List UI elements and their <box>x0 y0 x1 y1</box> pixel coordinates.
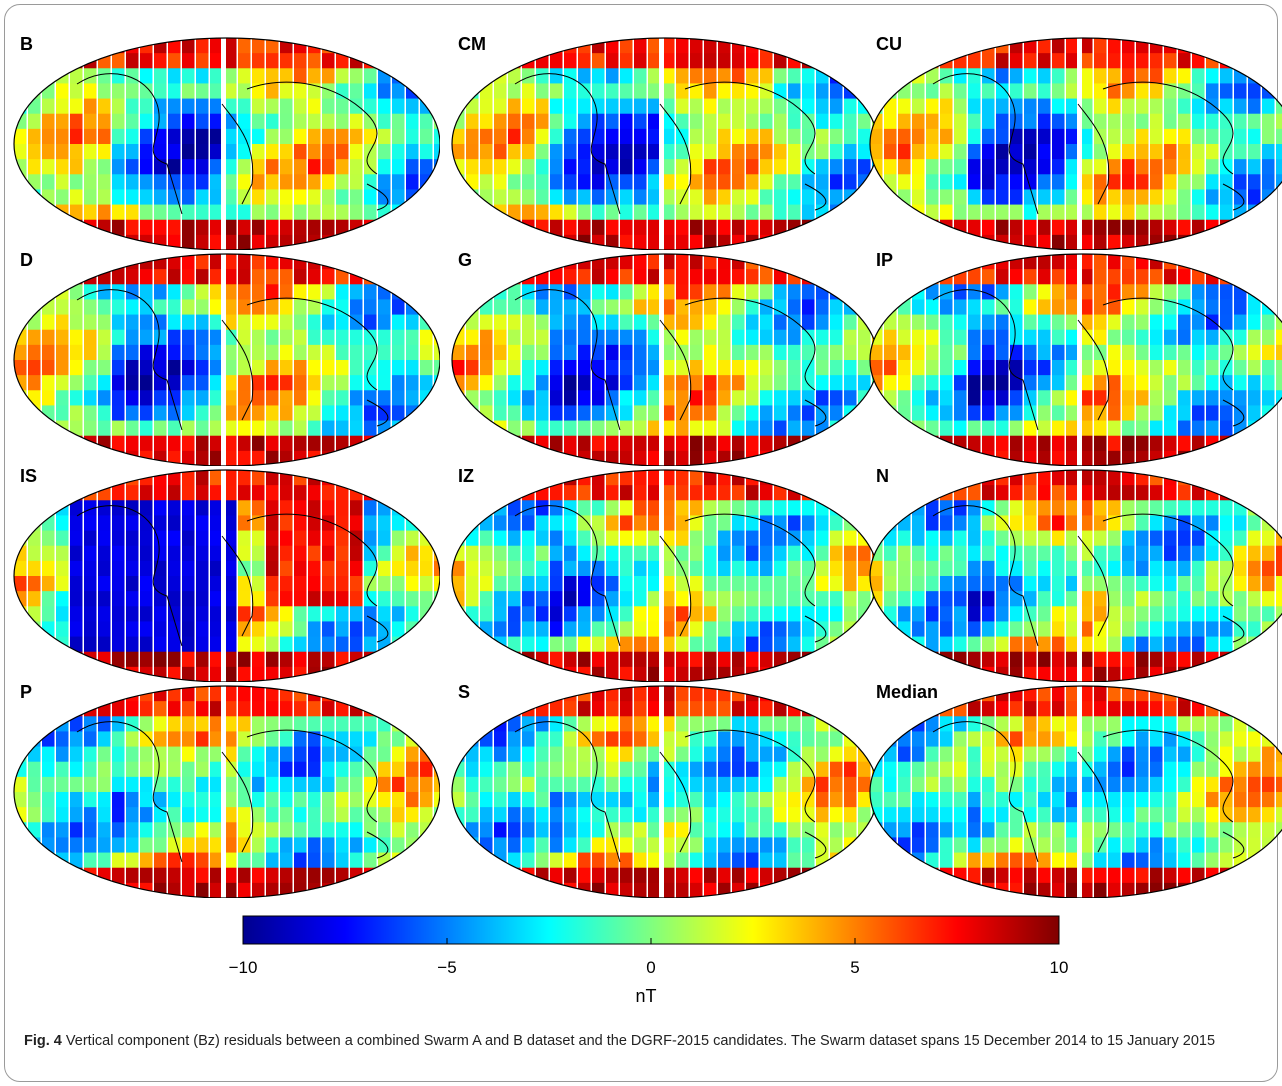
coastline <box>932 505 1245 647</box>
map-panel: G <box>448 250 878 466</box>
residual-field <box>452 470 878 682</box>
coastline <box>514 289 827 431</box>
panel-label: IS <box>20 466 38 486</box>
residual-field <box>452 38 878 250</box>
map-panel: P <box>10 682 440 898</box>
panel-label: S <box>458 682 471 702</box>
map-outline <box>13 469 440 682</box>
colorbar-tick-label: −10 <box>228 958 258 977</box>
map-outline <box>869 253 1282 466</box>
map-outline <box>869 469 1282 682</box>
map-panel: S <box>448 682 878 898</box>
coastline <box>514 721 827 863</box>
colorbar-tick-label: 0 <box>646 958 656 977</box>
map-panel: IZ <box>448 466 878 682</box>
figure-caption-text: Vertical component (Bz) residuals betwee… <box>65 1033 1216 1049</box>
panel-label: Median <box>876 682 939 702</box>
map-outline <box>451 469 878 682</box>
colorbar-tick-label: 5 <box>850 958 860 977</box>
map-outline <box>13 37 440 250</box>
figure-number: Fig. 4 <box>24 1033 62 1049</box>
colorbar-unit: nT <box>635 986 657 1006</box>
coastline <box>76 289 389 431</box>
panel-label: IZ <box>458 466 474 486</box>
residual-field <box>14 470 440 682</box>
coastline <box>76 73 389 215</box>
map-panel: IS <box>10 466 440 682</box>
residual-field <box>14 686 440 898</box>
coastline <box>514 505 827 647</box>
panel-label: CM <box>458 34 486 54</box>
panel-label: B <box>20 34 33 54</box>
panel-label: N <box>876 466 889 486</box>
map-outline <box>451 685 878 898</box>
panel-label: CU <box>876 34 902 54</box>
residual-field <box>452 254 878 466</box>
map-outline <box>13 253 440 466</box>
residual-field <box>14 38 440 250</box>
panel-label: G <box>458 250 473 270</box>
map-outline <box>13 685 440 898</box>
coastline <box>932 721 1245 863</box>
map-panel: D <box>10 250 440 466</box>
panel-label: P <box>20 682 33 702</box>
map-panel: B <box>10 34 440 250</box>
map-outline <box>451 253 878 466</box>
map-panel: N <box>866 466 1282 682</box>
coastline <box>514 73 827 215</box>
residual-field <box>452 686 878 898</box>
coastline <box>76 505 389 647</box>
map-outline <box>451 37 878 250</box>
colorbar-tick-label: 10 <box>1049 958 1069 977</box>
coastline <box>932 289 1245 431</box>
map-panel: IP <box>866 250 1282 466</box>
figure-caption: Fig. 4 Vertical component (Bz) residuals… <box>24 1030 1264 1052</box>
panel-label: D <box>20 250 33 270</box>
map-outline <box>869 37 1282 250</box>
residual-field <box>14 254 440 466</box>
panel-label: IP <box>876 250 894 270</box>
map-panel: CM <box>448 34 878 250</box>
map-panel: Median <box>866 682 1282 898</box>
coastline <box>932 73 1245 215</box>
map-panel: CU <box>866 34 1282 250</box>
colorbar-tick-label: −5 <box>437 958 457 977</box>
coastline <box>76 721 389 863</box>
map-outline <box>869 685 1282 898</box>
